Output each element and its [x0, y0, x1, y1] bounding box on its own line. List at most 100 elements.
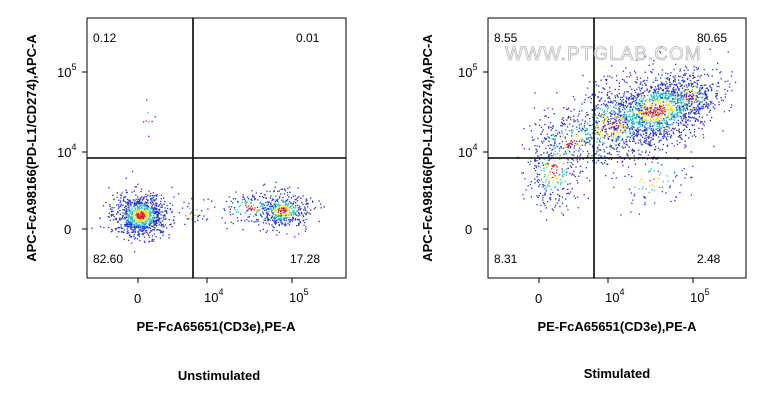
density-point — [565, 198, 567, 200]
density-point — [623, 142, 625, 145]
density-point — [719, 72, 721, 74]
density-point — [146, 204, 148, 207]
density-point — [156, 216, 158, 218]
density-point — [601, 128, 603, 130]
density-point — [594, 94, 596, 96]
density-point — [680, 117, 682, 119]
density-point — [591, 137, 593, 140]
density-point — [660, 93, 663, 95]
density-point — [651, 98, 653, 100]
density-point — [616, 115, 618, 118]
density-point — [539, 192, 541, 194]
density-point — [287, 209, 289, 211]
density-point — [616, 147, 618, 149]
density-point — [628, 188, 631, 190]
density-point — [130, 236, 132, 238]
density-point — [706, 114, 708, 116]
density-point — [612, 139, 614, 141]
density-point — [139, 220, 141, 222]
density-point — [631, 128, 633, 130]
density-point — [624, 105, 627, 107]
density-point — [129, 236, 131, 238]
density-point — [608, 112, 611, 114]
density-point — [694, 112, 696, 114]
density-point — [617, 127, 619, 129]
density-point — [142, 232, 144, 235]
density-point — [188, 217, 190, 220]
density-point — [698, 108, 700, 110]
density-point — [296, 197, 298, 199]
density-point — [679, 98, 681, 100]
density-point — [299, 221, 301, 223]
density-point — [647, 154, 649, 156]
density-point — [637, 129, 639, 131]
density-point — [285, 216, 287, 218]
density-point — [672, 115, 675, 117]
density-point — [661, 186, 663, 188]
density-point — [644, 202, 646, 204]
density-point — [274, 200, 276, 203]
density-point — [684, 80, 686, 83]
density-point — [161, 231, 163, 233]
density-point — [149, 210, 151, 212]
density-point — [242, 194, 244, 196]
density-point — [662, 126, 664, 128]
density-point — [136, 212, 139, 214]
density-point — [125, 224, 127, 226]
density-point — [699, 86, 701, 89]
density-point — [701, 121, 703, 123]
density-point — [691, 98, 693, 100]
density-point — [716, 93, 718, 95]
density-point — [661, 119, 663, 122]
density-point — [689, 75, 691, 78]
density-point — [683, 90, 685, 92]
density-point — [555, 129, 557, 132]
density-point — [614, 134, 616, 136]
density-point — [622, 98, 624, 101]
density-point — [685, 145, 687, 147]
density-point — [609, 112, 612, 115]
density-point — [580, 137, 583, 140]
density-point — [139, 202, 141, 204]
density-point — [668, 102, 671, 104]
density-point — [694, 128, 696, 131]
density-point — [279, 219, 281, 221]
density-point — [309, 197, 312, 199]
density-point — [628, 114, 630, 116]
density-point — [173, 196, 175, 198]
density-point — [649, 89, 651, 92]
density-point — [546, 187, 548, 189]
density-point — [604, 175, 607, 177]
density-point — [583, 139, 585, 141]
density-point — [158, 217, 161, 219]
density-point — [675, 107, 677, 109]
density-point — [692, 72, 694, 74]
density-point — [286, 233, 288, 235]
density-point — [150, 199, 152, 201]
density-point — [137, 227, 140, 229]
density-point — [277, 214, 279, 217]
density-point — [651, 116, 653, 118]
density-point — [607, 121, 609, 123]
density-point — [160, 223, 162, 225]
density-point — [259, 213, 261, 215]
density-point — [591, 128, 593, 131]
density-point — [606, 163, 608, 165]
density-point — [674, 200, 676, 202]
density-point — [600, 116, 603, 118]
density-point — [305, 228, 307, 230]
density-point — [654, 104, 656, 106]
density-point — [523, 148, 525, 150]
density-point — [173, 219, 175, 221]
density-point — [685, 98, 687, 100]
density-point — [118, 219, 121, 221]
density-point — [546, 201, 549, 203]
density-point — [648, 122, 650, 124]
density-point — [256, 210, 258, 212]
density-point — [630, 116, 632, 118]
density-point — [545, 207, 547, 209]
density-point — [644, 140, 646, 142]
density-point — [551, 165, 553, 167]
density-point — [684, 177, 686, 179]
density-point — [679, 82, 681, 85]
